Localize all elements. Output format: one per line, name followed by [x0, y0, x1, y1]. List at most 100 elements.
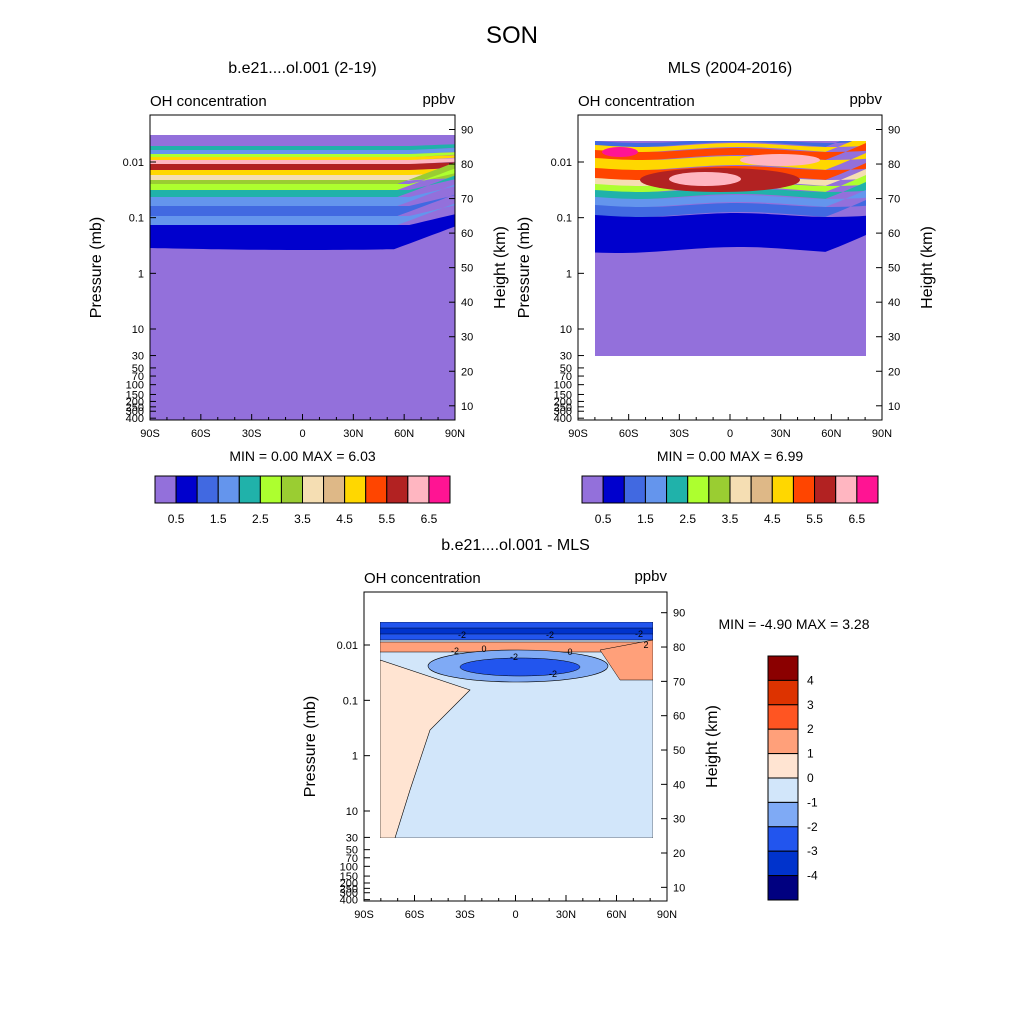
colorbar-swatch	[792, 475, 816, 504]
y-tick-label: 10	[346, 806, 358, 818]
y-tick-label: 400	[554, 413, 572, 425]
y-tick-label: 10	[560, 324, 572, 336]
colorbar-swatch	[280, 475, 303, 504]
colorbar-label: 4	[807, 673, 814, 687]
colorbar: 4 3 2 1 0 -1 -2 -3 -4	[767, 655, 818, 901]
contour-band	[150, 162, 455, 172]
colorbar-label: 3	[807, 698, 814, 712]
colorbar-label: 3.5	[294, 512, 311, 526]
x-tick-label: 60S	[619, 428, 639, 440]
contour-band	[150, 168, 455, 177]
y-tick-label: 400	[340, 895, 358, 907]
colorbar-label: 2.5	[679, 512, 696, 526]
y-right-tick-label: 30	[888, 332, 900, 344]
contour-band	[602, 147, 638, 157]
y-tick-label: 50	[560, 363, 572, 375]
contour-band	[150, 184, 455, 208]
colorbar-swatch	[238, 475, 261, 504]
colorbar-label: -4	[807, 869, 818, 883]
y-tick-label: 0.1	[343, 695, 358, 707]
colorbar-swatch	[856, 475, 879, 504]
y-right-tick-label: 70	[673, 676, 685, 688]
y-right-tick-label: 70	[888, 194, 900, 206]
x-tick-label: 90S	[354, 909, 374, 921]
y-right-tick-label: 40	[461, 297, 473, 309]
colorbar-swatch	[729, 475, 752, 504]
x-tick-label: 30N	[556, 909, 576, 921]
y-tick-label: 0.1	[557, 213, 572, 225]
colorbar-label: 0.5	[168, 512, 185, 526]
y-right-tick-label: 80	[461, 159, 473, 171]
y-tick-label: 50	[132, 363, 144, 375]
contour-label: 2	[643, 640, 648, 650]
panels: b.e21....ol.001 (2-19) OH concentration pp…	[88, 60, 936, 921]
y-tick-label: 200	[126, 396, 144, 408]
x-tick-label: 60N	[821, 428, 841, 440]
colorbar-swatch	[771, 475, 794, 504]
x-tick-label: 0	[299, 428, 305, 440]
y-tick-label: 150	[340, 871, 358, 883]
contour-band	[595, 141, 866, 153]
contour-band	[599, 639, 653, 681]
colorbar-label: 4.5	[764, 512, 781, 526]
y-right-tick-label: 40	[673, 779, 685, 791]
colorbar-swatch	[154, 475, 177, 504]
y-tick-label: 250	[554, 402, 572, 414]
contour-band	[150, 175, 455, 199]
contour-band	[150, 135, 455, 148]
y-tick-label: 70	[560, 371, 572, 383]
data-field	[595, 141, 866, 356]
colorbar-label: 1.5	[210, 512, 227, 526]
panel-subtitle-right: ppbv	[422, 91, 455, 108]
y-axis-title: Pressure (mb)	[302, 696, 319, 797]
y-right-tick-label: 50	[461, 263, 473, 275]
min-max-stats: MIN = 0.00 MAX = 6.99	[657, 448, 804, 464]
panel-subtitle-right: ppbv	[849, 91, 882, 108]
min-max-stats: MIN = -4.90 MAX = 3.28	[719, 616, 870, 632]
colorbar-label: 3.5	[722, 512, 739, 526]
colorbar-swatch	[767, 728, 799, 755]
x-tick-label: 60N	[394, 428, 414, 440]
colorbar-swatch	[623, 475, 646, 504]
x-tick-label: 90N	[445, 428, 465, 440]
colorbar-label: 1	[807, 747, 814, 761]
y-right-tick-label: 60	[888, 228, 900, 240]
y-right-tick-label: 30	[673, 814, 685, 826]
min-max-stats: MIN = 0.00 MAX = 6.03	[229, 448, 376, 464]
colorbar-label: -3	[807, 844, 818, 858]
colorbar-swatch	[644, 475, 668, 504]
contour-label: -2	[549, 669, 557, 679]
colorbar-swatch	[581, 475, 604, 504]
colorbar-label: 0	[807, 771, 814, 785]
y-right-tick-label: 20	[673, 848, 685, 860]
panel-1: b.e21....ol.001 (2-19) OH concentration pp…	[88, 60, 509, 526]
y-right-axis-title: Height (km)	[492, 226, 509, 309]
y-right-tick-label: 90	[461, 125, 473, 137]
panel-title: MLS (2004-2016)	[668, 60, 793, 77]
contour-label: -2	[458, 630, 466, 640]
y-tick-label: 50	[346, 845, 358, 857]
colorbar-label: 6.5	[849, 512, 866, 526]
y-tick-label: 300	[126, 406, 144, 418]
y-tick-label: 200	[340, 878, 358, 890]
colorbar-label: -2	[807, 820, 818, 834]
colorbar-swatch	[344, 475, 367, 504]
colorbar-swatch	[767, 655, 799, 681]
y-right-tick-label: 50	[673, 745, 685, 757]
colorbar-swatch	[259, 475, 282, 504]
x-tick-label: 60N	[606, 909, 626, 921]
colorbar-swatch	[767, 753, 799, 779]
colorbar-swatch	[602, 475, 625, 504]
y-right-tick-label: 60	[461, 228, 473, 240]
x-tick-label: 90S	[140, 428, 160, 440]
y-axis-title: Pressure (mb)	[516, 217, 533, 318]
colorbar-label: 6.5	[421, 512, 438, 526]
contour-band	[740, 154, 820, 166]
x-tick-label: 90S	[568, 428, 588, 440]
panel-subtitle-left: OH concentration	[578, 93, 695, 110]
y-right-tick-label: 20	[888, 366, 900, 378]
colorbar-swatch	[814, 475, 837, 504]
colorbar-swatch	[196, 475, 219, 504]
y-axis-title: Pressure (mb)	[88, 217, 105, 318]
